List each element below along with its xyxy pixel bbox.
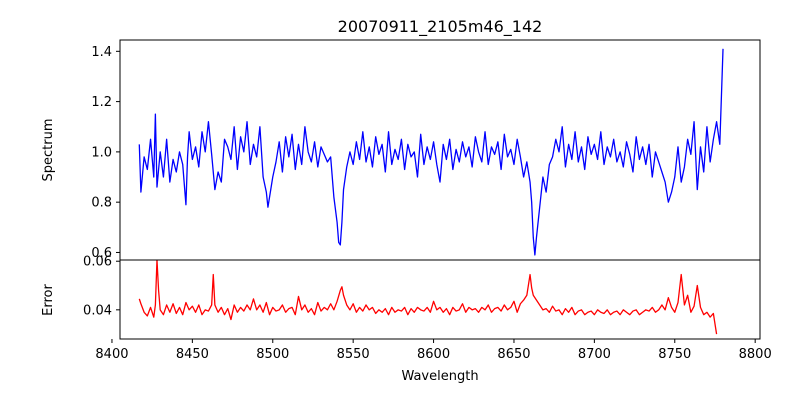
x-tick-label: 8500 [256, 347, 289, 362]
y-tick-label: 1.0 [91, 145, 112, 160]
chart-title: 20070911_2105m46_142 [338, 17, 543, 37]
spectrum-line [138, 48, 724, 256]
error-panel: 0.04 0.06 Error 8400 8450 8500 8550 8600 8650 870… [41, 255, 772, 362]
y-tick-label: 0.04 [83, 303, 112, 318]
y-axis-label: Error [41, 284, 56, 316]
x-tick-label: 8750 [658, 347, 691, 362]
y-tick-label: 0.8 [91, 196, 112, 211]
x-tick-label: 8450 [176, 347, 209, 362]
panel-frame [119, 259, 761, 340]
x-tick-label: 8800 [739, 347, 772, 362]
x-axis-label: Wavelength [401, 369, 478, 384]
x-tick-label: 8550 [337, 347, 370, 362]
y-tick-label: 0.06 [83, 255, 112, 270]
y-tick-label: 1.4 [91, 45, 112, 60]
y-axis-label: Spectrum [41, 119, 56, 182]
y-tick-label: 0.6 [91, 246, 112, 261]
x-tick-label: 8400 [95, 347, 128, 362]
y-tick-label: 1.2 [91, 95, 112, 110]
error-line [138, 260, 718, 335]
x-tick-label: 8600 [417, 347, 450, 362]
x-tick-label: 8650 [497, 347, 530, 362]
panel-frame [119, 39, 761, 261]
x-tick-label: 8700 [578, 347, 611, 362]
spectrum-panel: 0.6 0.8 1.0 1.2 1.4 Spectrum [41, 39, 761, 261]
